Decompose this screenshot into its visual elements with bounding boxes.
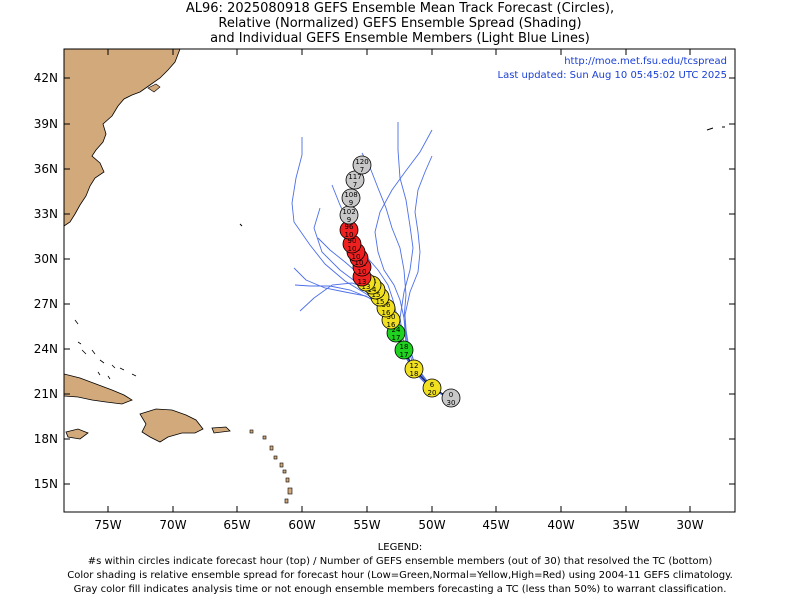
map-title-line-1: AL96: 2025080918 GEFS Ensemble Mean Trac…: [185, 1, 615, 16]
cuba-land: [64, 373, 133, 405]
track-point-members: 20: [428, 389, 437, 397]
lon-label: 75W: [94, 518, 121, 532]
lat-label: 15N: [34, 477, 58, 491]
lat-label: 24N: [34, 342, 58, 356]
azores-land: [706, 126, 725, 131]
track-point-hour: 96: [345, 223, 354, 231]
bermuda-land: [239, 223, 243, 227]
track-point-members: 17: [392, 334, 401, 342]
track-point-hour: 108: [344, 191, 357, 199]
info-last-updated: Last updated: Sun Aug 10 05:45:02 UTC 20…: [498, 70, 728, 81]
track-point-members: 10: [355, 259, 364, 267]
bahamas-islands: [74, 319, 137, 380]
track-point-hour: 12: [410, 362, 419, 370]
track-point-members: 10: [348, 245, 357, 253]
hispaniola-land: [139, 408, 204, 443]
lat-label: 42N: [34, 71, 58, 85]
track-point-hour: 6: [430, 381, 435, 389]
track-point-hour: 102: [342, 208, 355, 216]
lon-label: 30W: [676, 518, 703, 532]
track-point-members: 9: [347, 216, 351, 224]
track-point-hour: 24: [392, 326, 401, 334]
lon-label: 40W: [547, 518, 574, 532]
track-point-members: 14: [368, 286, 377, 294]
track-point: 030: [441, 388, 461, 408]
lat-label: 30N: [34, 252, 58, 266]
track-point-members: 7: [353, 181, 357, 189]
track-point: 620: [422, 378, 442, 398]
axis-ticks: 42N 39N 36N 33N 30N 27N 24N 21N 18N 15N 75W 70W 65W 6…: [34, 49, 735, 532]
info-url: http://moe.met.fsu.edu/tcspread: [564, 56, 727, 67]
track-point-members: 10: [345, 231, 354, 239]
track-point-members: 9: [349, 199, 353, 207]
lat-label: 36N: [34, 162, 58, 176]
lon-label: 70W: [159, 518, 186, 532]
track-point-circle: [394, 340, 414, 360]
track-point-hour: 0: [449, 391, 453, 399]
member-line: [361, 152, 451, 400]
track-point-hour: 36: [382, 301, 391, 309]
track-point-members: 16: [387, 321, 396, 329]
lat-label: 27N: [34, 297, 58, 311]
lat-label: 39N: [34, 117, 58, 131]
lesser-antilles-islands: [249, 429, 293, 504]
lat-label: 33N: [34, 207, 58, 221]
track-point-circle: [422, 378, 442, 398]
track-point-members: 18: [410, 370, 419, 378]
track-point-members: 13: [362, 283, 371, 291]
track-point-members: 17: [400, 351, 409, 359]
legend-heading: LEGEND:: [377, 542, 423, 553]
lat-label: 21N: [34, 387, 58, 401]
track-point-circle: [352, 155, 372, 175]
track-point-hour: 30: [387, 313, 396, 321]
track-point-circle: [341, 188, 361, 208]
jamaica-land: [65, 428, 89, 440]
puerto-rico-land: [211, 426, 231, 434]
map-title-line-3: and Individual GEFS Ensemble Members (Li…: [210, 31, 590, 46]
track-point-members: 10: [358, 268, 367, 276]
track-point-members: 30: [447, 399, 456, 407]
land-layer: [64, 49, 725, 504]
cape-cod-land: [147, 83, 161, 93]
lon-label: 50W: [418, 518, 445, 532]
track-point-hour: 90: [348, 237, 357, 245]
lon-label: 45W: [482, 518, 509, 532]
track-point-hour: 117: [348, 173, 361, 181]
map-title-line-2: Relative (Normalized) GEFS Ensemble Spre…: [218, 16, 582, 31]
track-point-members: 15: [376, 298, 385, 306]
lat-label: 18N: [34, 432, 58, 446]
mean-track: 0306201218181724173016361642154815541460…: [339, 155, 461, 408]
track-point-circle: [404, 359, 424, 379]
track-point-hour: 18: [400, 343, 409, 351]
member-line: [374, 129, 451, 400]
north-america-land: [64, 49, 181, 227]
legend-line-3: Gray color fill indicates analysis time …: [73, 584, 727, 595]
track-point-circle: [441, 388, 461, 408]
lon-label: 35W: [612, 518, 639, 532]
map-frame: [63, 48, 736, 513]
track-point-members: 16: [382, 309, 391, 317]
lon-label: 60W: [288, 518, 315, 532]
track-point-members: 7: [360, 166, 364, 174]
lon-label: 65W: [223, 518, 250, 532]
track-point-members: 13: [358, 278, 367, 286]
legend-line-2: Color shading is relative ensemble sprea…: [67, 570, 733, 581]
track-point-hour: 120: [355, 158, 368, 166]
legend-line-1: #s within circles indicate forecast hour…: [87, 556, 713, 567]
track-point-members: 15: [372, 291, 381, 299]
lon-label: 55W: [353, 518, 380, 532]
track-point-members: 10: [352, 253, 361, 261]
